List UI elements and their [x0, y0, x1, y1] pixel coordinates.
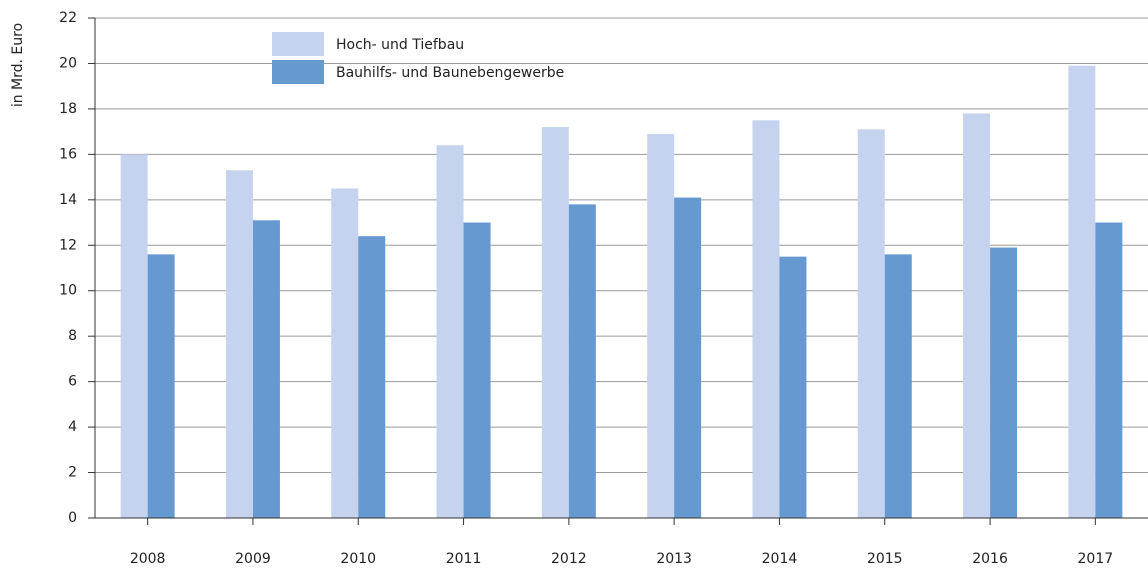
bar	[541, 127, 569, 518]
y-tick-label: 2	[68, 465, 77, 481]
x-tick-label: 2009	[235, 551, 271, 567]
y-tick-label: 20	[59, 55, 77, 71]
y-tick-label: 18	[59, 101, 77, 117]
x-tick-label: 2010	[340, 551, 376, 567]
x-tick-label: 2016	[972, 551, 1008, 567]
bar	[857, 129, 885, 518]
y-tick-label: 22	[59, 10, 77, 26]
y-tick-label: 16	[59, 146, 77, 162]
legend-swatch	[272, 32, 324, 56]
x-tick-label: 2008	[130, 551, 166, 567]
bar	[252, 220, 280, 519]
x-tick-label: 2015	[867, 551, 903, 567]
bar	[674, 197, 702, 518]
bar	[436, 145, 464, 519]
bar	[752, 120, 780, 518]
legend-label: Hoch- und Tiefbau	[336, 37, 464, 53]
bar	[463, 222, 491, 518]
bar	[225, 170, 253, 519]
y-tick-label: 10	[59, 283, 77, 299]
y-tick-label: 6	[68, 374, 77, 390]
bar	[120, 154, 148, 518]
y-tick-label: 8	[68, 328, 77, 344]
y-axis-label: in Mrd. Euro	[10, 23, 26, 107]
bar	[331, 188, 359, 519]
y-tick-label: 12	[59, 237, 77, 253]
bar	[1068, 65, 1096, 519]
y-tick-label: 0	[68, 510, 77, 526]
bar	[647, 133, 675, 518]
bar	[963, 113, 991, 519]
x-tick-label: 2017	[1078, 551, 1114, 567]
bar	[990, 247, 1018, 518]
bar	[147, 254, 175, 518]
x-tick-label: 2013	[656, 551, 692, 567]
x-tick-label: 2014	[762, 551, 798, 567]
y-tick-label: 14	[59, 192, 77, 208]
x-tick-label: 2011	[446, 551, 482, 567]
y-tick-label: 4	[68, 419, 77, 435]
bar	[779, 256, 807, 518]
bar	[884, 254, 912, 518]
bar	[358, 236, 386, 518]
x-tick-label: 2012	[551, 551, 587, 567]
legend-label: Bauhilfs- und Baunebengewerbe	[336, 65, 564, 81]
bar	[1095, 222, 1123, 518]
bar	[568, 204, 596, 518]
legend-swatch	[272, 60, 324, 84]
